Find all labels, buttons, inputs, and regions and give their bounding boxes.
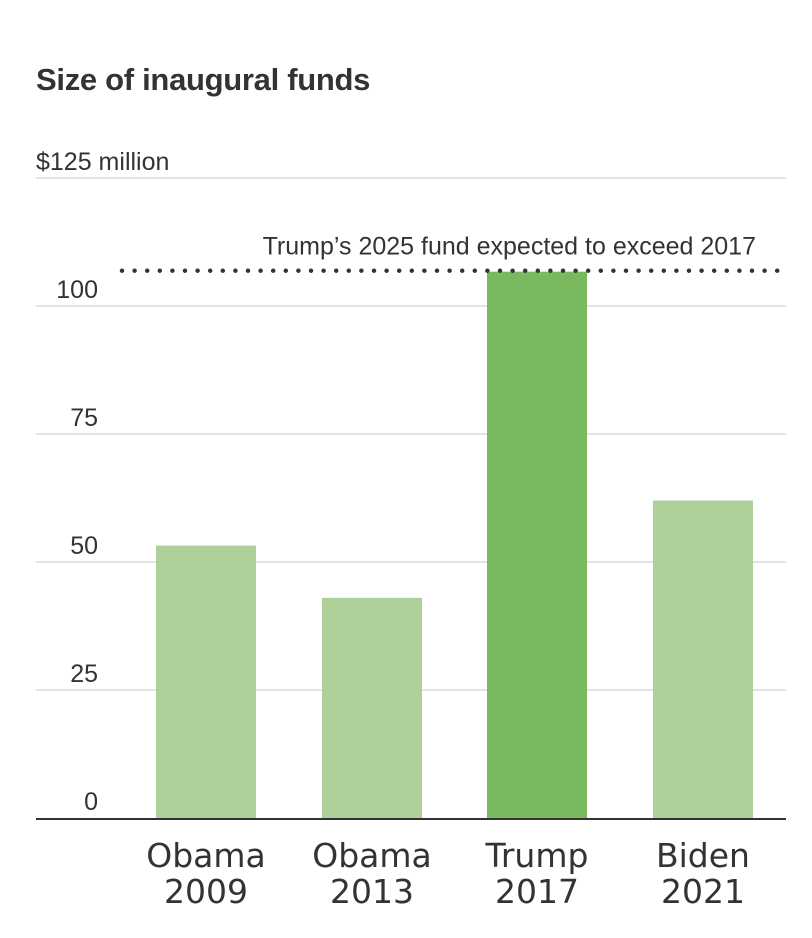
bar-obama-2009 bbox=[156, 545, 256, 818]
bar-trump-2017 bbox=[487, 271, 587, 818]
x-label-year: 2009 bbox=[164, 872, 248, 911]
chart-title: Size of inaugural funds bbox=[36, 62, 371, 97]
x-label-obama-2009: Obama 2009 bbox=[146, 836, 266, 911]
x-label-name: Obama bbox=[146, 836, 266, 875]
y-tick-label-0: 0 bbox=[84, 788, 98, 816]
x-label-year: 2013 bbox=[330, 872, 414, 911]
x-label-name: Obama bbox=[312, 836, 432, 875]
x-label-biden-2021: Biden 2021 bbox=[656, 836, 750, 911]
bar-biden-2021 bbox=[653, 500, 753, 818]
bars bbox=[156, 271, 753, 818]
y-tick-label-100: 100 bbox=[56, 276, 98, 304]
annotation: Trump’s 2025 fund expected to exceed 201… bbox=[119, 233, 781, 273]
x-label-obama-2013: Obama 2013 bbox=[312, 836, 432, 911]
x-label-name: Trump bbox=[485, 836, 589, 875]
x-label-year: 2017 bbox=[495, 872, 579, 911]
x-label-trump-2017: Trump 2017 bbox=[485, 836, 589, 911]
annotation-text: Trump’s 2025 fund expected to exceed 201… bbox=[263, 233, 756, 261]
bar-obama-2013 bbox=[322, 597, 422, 818]
y-tick-label-75: 75 bbox=[70, 404, 98, 432]
y-tick-label-25: 25 bbox=[70, 660, 98, 688]
y-tick-label-125: $125 million bbox=[36, 148, 169, 176]
y-axis-tick-labels: 0 25 50 75 100 $125 million bbox=[36, 148, 169, 816]
x-label-name: Biden bbox=[656, 836, 750, 875]
y-tick-label-50: 50 bbox=[70, 532, 98, 560]
x-label-year: 2021 bbox=[661, 872, 745, 911]
